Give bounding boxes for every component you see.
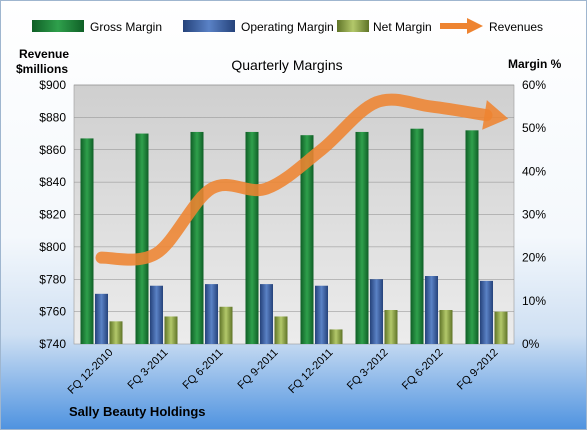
legend-swatch-net-margin	[337, 20, 369, 32]
left-tick-label: $760	[39, 305, 66, 319]
chart-title: Quarterly Margins	[231, 57, 342, 73]
gross-margin-bar	[190, 131, 204, 344]
operating-margin-bar	[150, 285, 163, 344]
legend-arrowhead-revenues	[467, 18, 483, 34]
right-tick-label: 50%	[522, 121, 546, 135]
x-tick-label: FQ 12-2011	[286, 347, 335, 396]
gross-margin-bar	[245, 131, 259, 344]
x-tick-label: FQ 12-2010	[66, 347, 116, 397]
gross-margin-bar	[465, 130, 479, 344]
left-tick-label: $880	[39, 110, 66, 124]
net-margin-bar	[494, 311, 508, 344]
legend-label-net-margin: Net Margin	[373, 20, 432, 34]
right-tick-label: 20%	[522, 251, 546, 265]
left-tick-label: $800	[39, 240, 66, 254]
left-axis-title-line2: $millions	[16, 62, 68, 76]
legend-label-gross-margin: Gross Margin	[90, 20, 162, 34]
operating-margin-bar	[315, 285, 328, 344]
right-axis-title: Margin %	[508, 57, 562, 71]
operating-margin-bar	[480, 280, 493, 344]
legend-item-revenues: Revenues	[440, 18, 543, 34]
gross-margin-bar	[135, 133, 149, 344]
x-tick-label: FQ 9-2011	[236, 347, 281, 392]
legend: Gross Margin Operating Margin Net Margin…	[32, 18, 543, 34]
legend-swatch-operating-margin	[183, 20, 235, 32]
legend-item-gross-margin: Gross Margin	[32, 20, 162, 34]
left-tick-label: $900	[39, 78, 66, 92]
legend-swatch-gross-margin	[32, 20, 84, 32]
x-axis-ticks: FQ 12-2010 FQ 3-2011 FQ 6-2011 FQ 9-2011 FQ …	[66, 347, 501, 397]
x-tick-label: FQ 9-2012	[455, 347, 501, 393]
net-margin-bar	[384, 310, 398, 344]
right-tick-label: 60%	[522, 78, 546, 92]
company-name: Sally Beauty Holdings	[69, 404, 206, 419]
right-tick-label: 40%	[522, 164, 546, 178]
x-tick-label: FQ 6-2012	[400, 347, 446, 393]
net-margin-bar	[439, 310, 453, 344]
left-tick-label: $840	[39, 175, 66, 189]
revenue-line-path	[95, 93, 493, 266]
operating-margin-bar	[370, 279, 383, 344]
revenue-arrowhead	[482, 100, 509, 130]
net-margin-bar	[109, 321, 123, 344]
left-axis-ticks: $900 $880 $860 $840 $820 $800 $780 $760 $740	[39, 78, 66, 351]
operating-margin-bar	[425, 276, 438, 344]
left-tick-label: $780	[39, 272, 66, 286]
left-axis-title-line1: Revenue	[19, 47, 69, 61]
gross-margin-bar	[80, 138, 94, 344]
gross-margin-bar	[410, 128, 424, 344]
gross-margin-bar	[355, 131, 369, 344]
net-margin-bar	[164, 316, 178, 344]
left-tick-label: $860	[39, 143, 66, 157]
net-margin-bar	[329, 329, 343, 344]
legend-item-operating-margin: Operating Margin	[183, 20, 334, 34]
legend-label-revenues: Revenues	[489, 20, 543, 34]
net-margin-bar	[219, 306, 233, 344]
operating-margin-bar	[260, 284, 273, 344]
net-margin-bar	[274, 316, 288, 344]
x-tick-label: FQ 3-2011	[126, 347, 171, 392]
gross-margin-bar	[300, 135, 314, 344]
left-tick-label: $820	[39, 208, 66, 222]
operating-margin-bar	[95, 293, 108, 344]
operating-margin-bar	[205, 284, 218, 344]
left-tick-label: $740	[39, 337, 66, 351]
right-axis-ticks: 60% 50% 40% 30% 20% 10% 0%	[522, 78, 546, 351]
revenue-line	[95, 93, 509, 266]
right-tick-label: 10%	[522, 294, 546, 308]
right-tick-label: 30%	[522, 208, 546, 222]
right-tick-label: 0%	[522, 337, 540, 351]
x-tick-label: FQ 3-2012	[345, 347, 391, 393]
legend-label-operating-margin: Operating Margin	[241, 20, 334, 34]
x-tick-label: FQ 6-2011	[181, 347, 226, 392]
legend-item-net-margin: Net Margin	[337, 20, 432, 34]
